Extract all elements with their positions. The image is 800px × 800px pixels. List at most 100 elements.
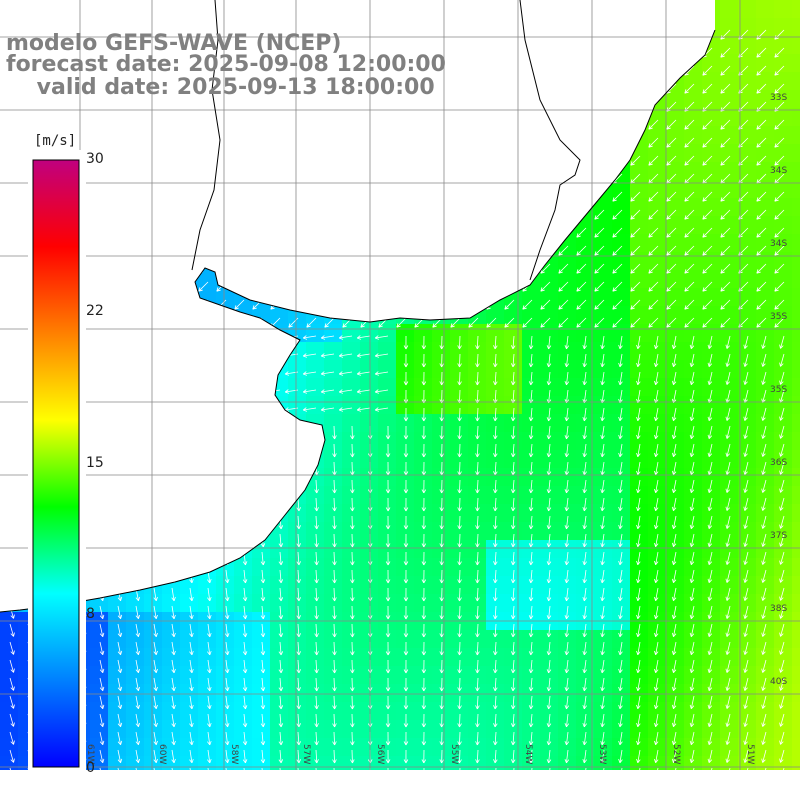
wind-cell xyxy=(576,594,594,612)
wind-cell xyxy=(666,486,684,504)
wind-cell xyxy=(684,738,702,756)
wind-arrow xyxy=(684,65,695,76)
wind-cell xyxy=(90,666,108,684)
wind-cell xyxy=(126,684,144,702)
wind-cell xyxy=(792,270,800,288)
wind-cell xyxy=(306,378,324,396)
wind-cell xyxy=(216,594,234,612)
wind-cell xyxy=(774,504,792,522)
wind-cell xyxy=(666,324,684,342)
wind-cell xyxy=(702,414,720,432)
wind-cell xyxy=(180,702,198,720)
wind-cell xyxy=(252,738,270,756)
wind-cell xyxy=(684,270,702,288)
wind-cell xyxy=(234,576,252,594)
wind-cell xyxy=(774,702,792,720)
wind-cell xyxy=(756,504,774,522)
wind-cell xyxy=(702,216,720,234)
wind-cell xyxy=(702,702,720,720)
wind-arrow-head xyxy=(738,127,743,130)
wind-cell xyxy=(414,540,432,558)
wind-cell xyxy=(774,522,792,540)
wind-cell xyxy=(684,180,702,198)
wind-cell xyxy=(540,378,558,396)
wind-cell xyxy=(774,252,792,270)
wind-cell xyxy=(738,72,756,90)
wind-arrow-head xyxy=(774,73,779,76)
wind-cell xyxy=(288,666,306,684)
wind-cell xyxy=(252,702,270,720)
wind-cell xyxy=(720,288,738,306)
wind-arrow-head xyxy=(720,71,723,76)
wind-cell xyxy=(342,702,360,720)
wind-cell xyxy=(792,666,800,684)
wind-cell xyxy=(630,306,648,324)
wind-cell xyxy=(378,432,396,450)
wind-arrow xyxy=(756,47,767,58)
wind-arrow-head xyxy=(720,53,723,58)
wind-cell xyxy=(234,630,252,648)
wind-cell xyxy=(738,324,756,342)
wind-arrow xyxy=(684,83,695,94)
wind-cell xyxy=(774,306,792,324)
wind-arrow-head xyxy=(702,127,707,130)
wind-cell xyxy=(576,558,594,576)
wind-cell xyxy=(756,288,774,306)
wind-cell xyxy=(522,378,540,396)
wind-cell xyxy=(702,198,720,216)
wind-cell xyxy=(684,378,702,396)
wind-cell xyxy=(306,702,324,720)
wind-cell xyxy=(252,648,270,666)
wind-cell xyxy=(720,306,738,324)
wind-cell xyxy=(324,648,342,666)
wind-cell xyxy=(432,414,450,432)
wind-cell xyxy=(126,630,144,648)
wind-cell xyxy=(378,594,396,612)
wind-cell xyxy=(396,630,414,648)
wind-cell xyxy=(486,666,504,684)
wind-cell xyxy=(180,576,198,594)
wind-arrow xyxy=(774,119,785,130)
wind-cell xyxy=(738,738,756,756)
wind-cell xyxy=(612,378,630,396)
wind-cell xyxy=(468,450,486,468)
wind-cell xyxy=(342,666,360,684)
wind-cell xyxy=(666,468,684,486)
wind-cell xyxy=(288,504,306,522)
wind-cell xyxy=(576,540,594,558)
wind-cell xyxy=(630,486,648,504)
wind-cell xyxy=(738,720,756,738)
wind-cell xyxy=(594,414,612,432)
wind-cell xyxy=(720,378,738,396)
wind-cell xyxy=(738,234,756,252)
wind-cell xyxy=(792,198,800,216)
wind-arrow-head xyxy=(774,71,777,76)
wind-cell xyxy=(558,432,576,450)
wind-arrow xyxy=(648,119,659,130)
wind-cell xyxy=(288,576,306,594)
wind-cell xyxy=(738,108,756,126)
wind-cell xyxy=(756,486,774,504)
wind-cell xyxy=(396,540,414,558)
wind-cell xyxy=(792,396,800,414)
wind-cell xyxy=(576,270,594,288)
wind-cell xyxy=(720,702,738,720)
wind-cell xyxy=(630,324,648,342)
wind-cell xyxy=(684,414,702,432)
wind-cell xyxy=(738,180,756,198)
wind-cell xyxy=(504,450,522,468)
wind-arrow-head xyxy=(666,91,671,94)
wind-cell xyxy=(306,594,324,612)
wind-cell xyxy=(252,630,270,648)
wind-cell xyxy=(792,306,800,324)
wind-cell xyxy=(720,18,738,36)
wind-cell xyxy=(612,360,630,378)
wind-cell xyxy=(684,90,702,108)
wind-cell xyxy=(756,306,774,324)
wind-cell xyxy=(756,720,774,738)
wind-cell xyxy=(162,720,180,738)
wind-cell xyxy=(756,144,774,162)
wind-cell xyxy=(648,324,666,342)
wind-cell xyxy=(450,504,468,522)
wind-cell xyxy=(360,396,378,414)
